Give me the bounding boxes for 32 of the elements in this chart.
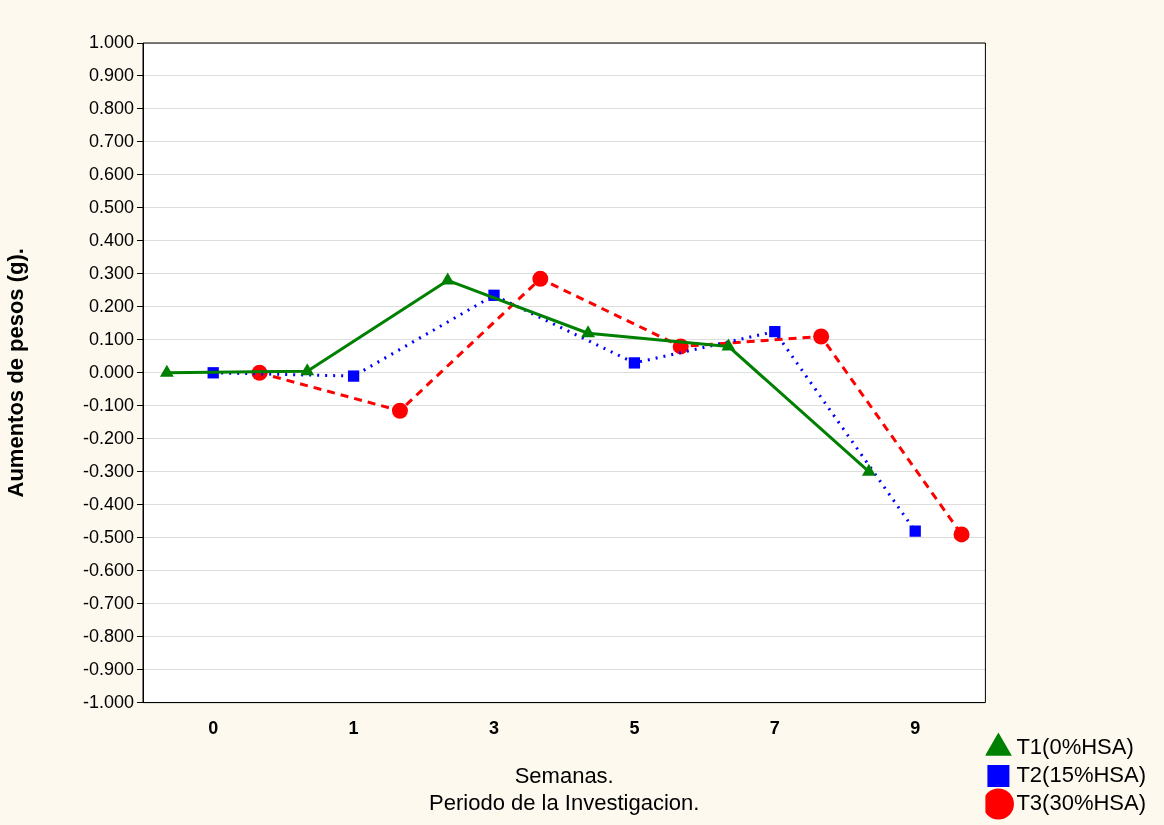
y-tick-label: -0.200 [82,427,134,448]
y-tick-label: 0.300 [88,262,134,283]
y-tick-label: -0.300 [82,460,134,481]
y-tick-label: 0.500 [88,196,134,217]
y-tick-label: -0.900 [82,658,134,679]
x-tick-label: 0 [208,718,219,739]
legend-label: T3(30%HSA) [1016,790,1146,816]
y-tick-label: 0.800 [88,97,134,118]
y-tick-label: 0.100 [88,328,134,349]
legend-label: T2(15%HSA) [1016,762,1146,788]
x-tick-label: 7 [769,718,780,739]
y-tick-label: 1.000 [88,31,134,52]
y-tick-label: -0.100 [82,394,134,415]
legend-label: T1(0%HSA) [1016,734,1134,760]
y-tick-label: -0.700 [82,592,134,613]
y-tick-label: 0.000 [88,361,134,382]
x-tick-label: 1 [348,718,359,739]
x-tick-label: 9 [910,718,921,739]
y-tick-label: -0.400 [82,493,134,514]
y-tick-label: -0.800 [82,625,134,646]
y-tick-label: -0.600 [82,559,134,580]
y-tick-label: 0.200 [88,295,134,316]
x-axis-title: Semanas. Periodo de la Investigacion. [429,763,700,815]
y-tick-label: 0.700 [88,130,134,151]
y-tick-label: 0.600 [88,163,134,184]
x-tick-label: 5 [629,718,640,739]
y-tick-label: -1.000 [82,691,134,712]
x-tick-label: 3 [488,718,500,739]
y-tick-label: -0.500 [82,526,134,547]
y-tick-label: 0.900 [88,64,134,85]
y-tick-label: 0.400 [88,229,134,250]
y-axis-title: Aumentos de pesos (g). [3,248,29,498]
